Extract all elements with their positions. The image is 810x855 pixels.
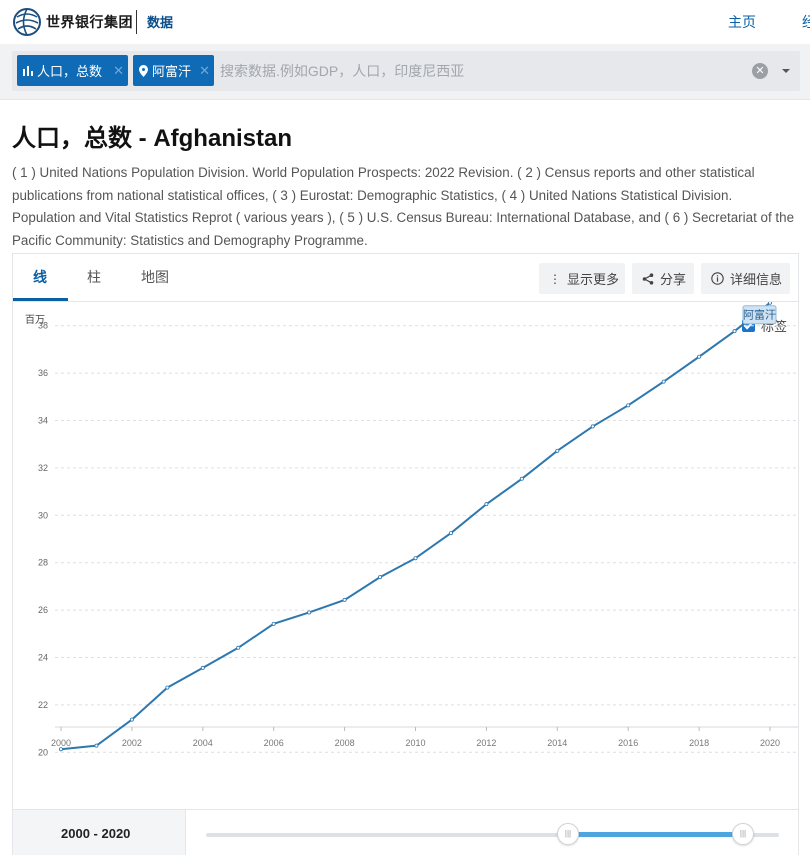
x-tick-label: 2008 — [335, 738, 355, 748]
nav-economy-link[interactable]: 经 — [802, 14, 810, 30]
slider-start-handle[interactable]: ||| — [557, 823, 579, 845]
x-tick-label: 2002 — [122, 738, 142, 748]
y-tick-label: 36 — [38, 368, 48, 378]
tab-map[interactable]: 地图 — [141, 269, 169, 285]
nav-home-link[interactable]: 主页 — [728, 14, 756, 30]
data-point — [236, 645, 241, 650]
data-point — [271, 621, 276, 626]
country-chip-label: 阿富汗 — [152, 64, 192, 79]
brand-divider — [136, 10, 137, 34]
x-tick-label: 2006 — [264, 738, 284, 748]
x-tick-label: 2020 — [760, 738, 780, 748]
x-tick-label: 2016 — [618, 738, 638, 748]
clear-icon[interactable]: ✕ — [752, 63, 768, 79]
show-more-button[interactable]: ⋮ 显示更多 — [539, 263, 625, 294]
chart-panel: 线 柱 地图 ⋮ 显示更多 分享 详细信息 百万 — [12, 253, 799, 855]
x-tick-label: 2014 — [547, 738, 567, 748]
data-point — [626, 403, 631, 408]
y-tick-label: 28 — [38, 558, 48, 568]
data-point — [590, 424, 595, 429]
details-label: 详细信息 — [730, 272, 783, 287]
data-point — [59, 747, 64, 752]
data-point — [129, 717, 134, 722]
data-point — [697, 354, 702, 359]
page-title: 人口，总数 - Afghanistan — [12, 125, 292, 152]
map-pin-icon — [139, 64, 148, 77]
data-point — [342, 597, 347, 602]
bar-chart-icon — [23, 65, 33, 76]
x-tick-label: 2012 — [476, 738, 496, 748]
data-point — [555, 448, 560, 453]
indicator-chip-label: 人口，总数 — [37, 64, 103, 79]
y-tick-label: 34 — [38, 416, 48, 426]
x-tick-label: 2018 — [689, 738, 709, 748]
y-tick-label: 20 — [38, 747, 48, 757]
country-chip[interactable]: 阿富汗 ✕ — [133, 55, 214, 86]
data-point — [413, 556, 418, 561]
range-start: 2000 — [61, 826, 90, 841]
remove-country-icon[interactable]: ✕ — [199, 63, 210, 78]
chevron-down-icon[interactable] — [780, 62, 792, 80]
data-point — [94, 743, 99, 748]
search-box[interactable]: 人口，总数 ✕ 阿富汗 ✕ ✕ — [12, 51, 800, 91]
section-link-data[interactable]: 数据 — [147, 15, 174, 30]
slider-track[interactable] — [206, 833, 779, 837]
range-end: 2020 — [101, 826, 131, 841]
series-end-label-box — [742, 305, 777, 325]
share-label: 分享 — [660, 272, 687, 287]
top-bar: 世界银行集团 数据 主页 经 — [0, 0, 810, 44]
y-tick-label: 38 — [38, 321, 48, 331]
series-line — [60, 302, 771, 751]
share-icon — [642, 272, 654, 285]
y-axis-unit: 百万 — [25, 315, 45, 326]
y-tick-label: 32 — [38, 463, 48, 473]
data-point — [448, 531, 453, 536]
active-tab-indicator — [13, 298, 68, 301]
chart-tabs: 线 柱 地图 ⋮ 显示更多 分享 详细信息 — [13, 254, 798, 302]
info-icon — [711, 272, 724, 285]
share-button[interactable]: 分享 — [632, 263, 694, 294]
data-point — [768, 302, 772, 305]
x-tick-label: 2000 — [51, 738, 71, 748]
data-point — [165, 685, 170, 690]
year-range-slider: 2000 - 2020 ||| ||| — [13, 809, 798, 855]
data-point — [378, 575, 383, 580]
y-tick-label: 30 — [38, 510, 48, 520]
search-input[interactable] — [220, 59, 740, 83]
y-tick-label: 22 — [38, 700, 48, 710]
source-note: ( 1 ) United Nations Population Division… — [12, 165, 795, 248]
more-vertical-icon: ⋮ — [549, 271, 561, 286]
data-point — [307, 610, 312, 615]
slider-selected-range — [568, 832, 743, 837]
search-band: 人口，总数 ✕ 阿富汗 ✕ ✕ — [0, 44, 810, 100]
remove-indicator-icon[interactable]: ✕ — [113, 63, 124, 78]
show-more-label: 显示更多 — [567, 272, 620, 287]
data-point — [519, 476, 524, 481]
data-point — [484, 502, 489, 507]
year-range-display: 2000 - 2020 — [13, 810, 186, 855]
line-chart: 20 22 24 26 28 30 32 34 36 38 2000 2002 2004 2006 2008… — [38, 302, 798, 757]
data-point — [200, 665, 205, 670]
brand-name[interactable]: 世界银行集团 — [46, 14, 133, 30]
data-point — [661, 379, 666, 384]
tab-line[interactable]: 线 — [33, 269, 47, 285]
range-separator: - — [89, 826, 102, 841]
tab-bar[interactable]: 柱 — [87, 269, 101, 285]
y-tick-label: 26 — [38, 605, 48, 615]
x-tick-label: 2010 — [405, 738, 425, 748]
y-tick-label: 24 — [38, 653, 48, 663]
details-button[interactable]: 详细信息 — [701, 263, 790, 294]
data-point — [732, 329, 737, 334]
x-tick-label: 2004 — [193, 738, 213, 748]
series-end-label: 阿富汗 — [743, 308, 776, 322]
indicator-chip[interactable]: 人口，总数 ✕ — [17, 55, 128, 86]
globe-logo-icon[interactable] — [12, 7, 42, 37]
slider-end-handle[interactable]: ||| — [732, 823, 754, 845]
